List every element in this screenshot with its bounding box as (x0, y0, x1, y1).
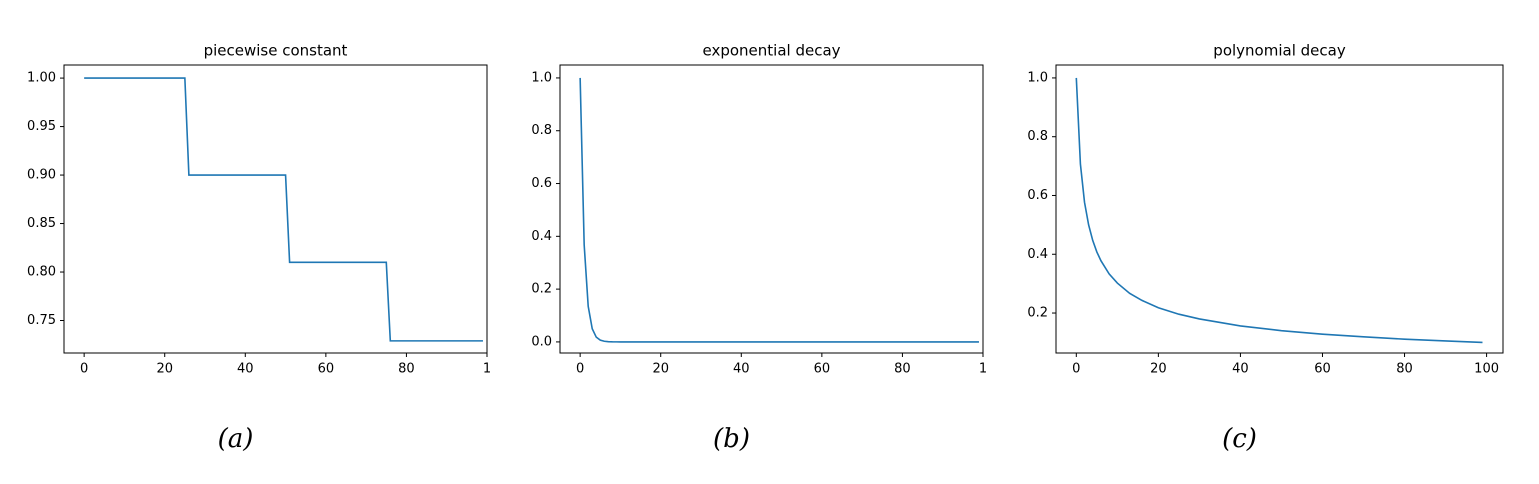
axes-frame (1055, 64, 1504, 354)
x-tick-label: 80 (894, 362, 911, 377)
x-tick-label: 0 (1072, 362, 1080, 377)
x-tick-label: 40 (1232, 362, 1249, 377)
chart-title: piecewise constant (204, 42, 348, 60)
y-tick-label: 1.0 (1027, 70, 1048, 85)
x-tick-label: 20 (1150, 362, 1167, 377)
y-tick-label: 0.4 (531, 229, 552, 244)
y-tick-label: 0.8 (531, 123, 552, 138)
x-tick-label: 60 (1314, 362, 1331, 377)
y-tick-label: 0.75 (27, 313, 56, 328)
x-tick-label: 0 (576, 362, 584, 377)
y-tick-label: 0.2 (531, 282, 552, 297)
x-tick-label: 20 (652, 362, 669, 377)
chart-title: exponential decay (702, 42, 840, 60)
x-tick-label: 1 (979, 362, 987, 377)
data-line (1075, 77, 1483, 344)
y-tick-label: 1.00 (27, 71, 56, 86)
y-tick-label: 0.90 (27, 168, 56, 183)
y-tick-label: 0.8 (1027, 129, 1048, 144)
x-tick-label: 1 (483, 362, 491, 377)
chart-title: polynomial decay (1213, 42, 1346, 60)
x-tick-label: 40 (237, 362, 254, 377)
x-tick-label: 80 (398, 362, 415, 377)
y-tick-label: 0.85 (27, 216, 56, 231)
y-tick-label: 0.6 (531, 176, 552, 191)
x-tick-label: 80 (1396, 362, 1413, 377)
x-tick-label: 60 (814, 362, 831, 377)
caption: (a) (218, 424, 254, 454)
x-tick-label: 0 (80, 362, 88, 377)
y-tick-label: 0.2 (1027, 306, 1048, 321)
caption: (b) (713, 424, 750, 454)
y-tick-label: 0.80 (27, 265, 56, 280)
y-tick-label: 0.6 (1027, 188, 1048, 203)
y-tick-label: 0.95 (27, 119, 56, 134)
y-tick-label: 1.0 (531, 70, 552, 85)
x-tick-label: 40 (733, 362, 750, 377)
data-line (579, 77, 979, 343)
axes-frame (559, 64, 984, 354)
x-tick-label: 100 (1474, 362, 1499, 377)
axes-frame (63, 64, 488, 354)
caption: (c) (1222, 424, 1257, 454)
x-tick-label: 20 (156, 362, 173, 377)
data-line (84, 77, 483, 342)
y-tick-label: 0.0 (531, 334, 552, 349)
x-tick-label: 60 (318, 362, 335, 377)
y-tick-label: 0.4 (1027, 247, 1048, 262)
